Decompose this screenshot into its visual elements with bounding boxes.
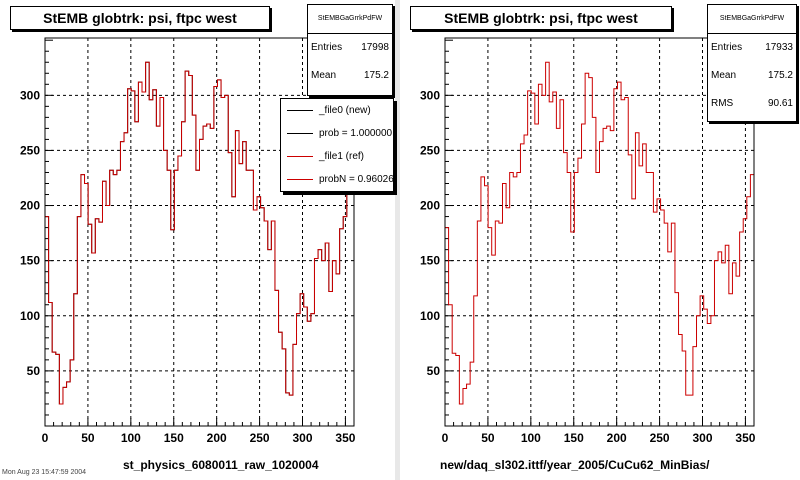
x-axis-label-left: st_physics_6080011_raw_1020004 [123, 458, 319, 472]
stats-box-left: StEMBGaGrrkPdFW Entries 17998 Mean 175.2 [307, 4, 393, 96]
x-tick-label: 200 [607, 431, 627, 445]
x-tick-label: 300 [692, 431, 712, 445]
x-tick-label: 250 [650, 431, 670, 445]
timestamp-footer: Mon Aug 23 15:47:59 2004 [2, 469, 87, 476]
x-tick-label: 250 [250, 431, 270, 445]
plot-frame-border [44, 37, 355, 427]
histogram-pad-left[interactable]: 0 50 100 150 200 250 300 350 50 100 150 200 250 300 S… [0, 0, 395, 480]
x-tick-label: 0 [442, 431, 449, 445]
x-tick-label: 150 [564, 431, 584, 445]
x-tick-label: 350 [335, 431, 355, 445]
chart-title-right: StEMB globtrk: psi, ftpc west [410, 6, 672, 30]
stats-row-entries: Entries 17998 [311, 42, 389, 53]
stats-row-rms: RMS 90.61 [711, 98, 793, 109]
x-tick-label: 200 [207, 431, 227, 445]
x-tick-label: 50 [481, 431, 495, 445]
stats-row-mean: Mean 175.2 [711, 70, 793, 81]
y-tick-label: 50 [427, 364, 441, 378]
x-tick-label: 0 [42, 431, 49, 445]
y-tick-label: 50 [27, 364, 41, 378]
plot-frame-border [444, 37, 755, 427]
x-tick-label: 100 [121, 431, 141, 445]
y-tick-label: 100 [420, 309, 440, 323]
x-tick-label: 350 [735, 431, 755, 445]
legend-box-left: _file0 (new) prob = 1.000000 _file1 (ref… [280, 98, 394, 192]
x-tick-label: 150 [164, 431, 184, 445]
stats-box-right: StEMBGaGrrkPdFW Entries 17933 Mean 175.2 R… [707, 4, 797, 122]
histogram-plot-right: 0 50 100 150 200 250 300 350 50 100 150 200 250 300 [420, 37, 756, 445]
y-tick-label: 300 [420, 88, 440, 102]
y-tick-label: 150 [20, 254, 40, 268]
x-tick-label: 50 [81, 431, 95, 445]
x-tick-label: 100 [521, 431, 541, 445]
y-tick-label: 150 [420, 254, 440, 268]
x-axis-label-right: new/daq_sl302.ittf/year_2005/CuCu62_MinB… [440, 458, 710, 472]
y-tick-label: 250 [420, 143, 440, 157]
stats-title: StEMBGaGrrkPdFW [708, 5, 796, 34]
stats-title: StEMBGaGrrkPdFW [308, 5, 392, 34]
histogram-series-primary [445, 61, 754, 405]
chart-title-left: StEMB globtrk: psi, ftpc west [10, 6, 270, 30]
x-tick-label: 300 [292, 431, 312, 445]
histogram-pad-right[interactable]: 0 50 100 150 200 250 300 350 50 100 150 200 250 300 S… [400, 0, 800, 480]
y-tick-label: 300 [20, 88, 40, 102]
stats-row-mean: Mean 175.2 [311, 70, 389, 81]
y-tick-label: 100 [20, 309, 40, 323]
y-tick-label: 250 [20, 143, 40, 157]
y-tick-label: 200 [420, 199, 440, 213]
y-tick-label: 200 [20, 199, 40, 213]
legend-entry-file1: _file1 (ref) [281, 145, 393, 168]
histogram-series-secondary [45, 61, 354, 405]
legend-entry-file0: _file0 (new) [281, 99, 393, 122]
legend-entry-prob: prob = 1.000000 [281, 122, 393, 145]
legend-entry-probn: probN = 0.960261 [281, 168, 393, 191]
stats-row-entries: Entries 17933 [711, 42, 793, 53]
